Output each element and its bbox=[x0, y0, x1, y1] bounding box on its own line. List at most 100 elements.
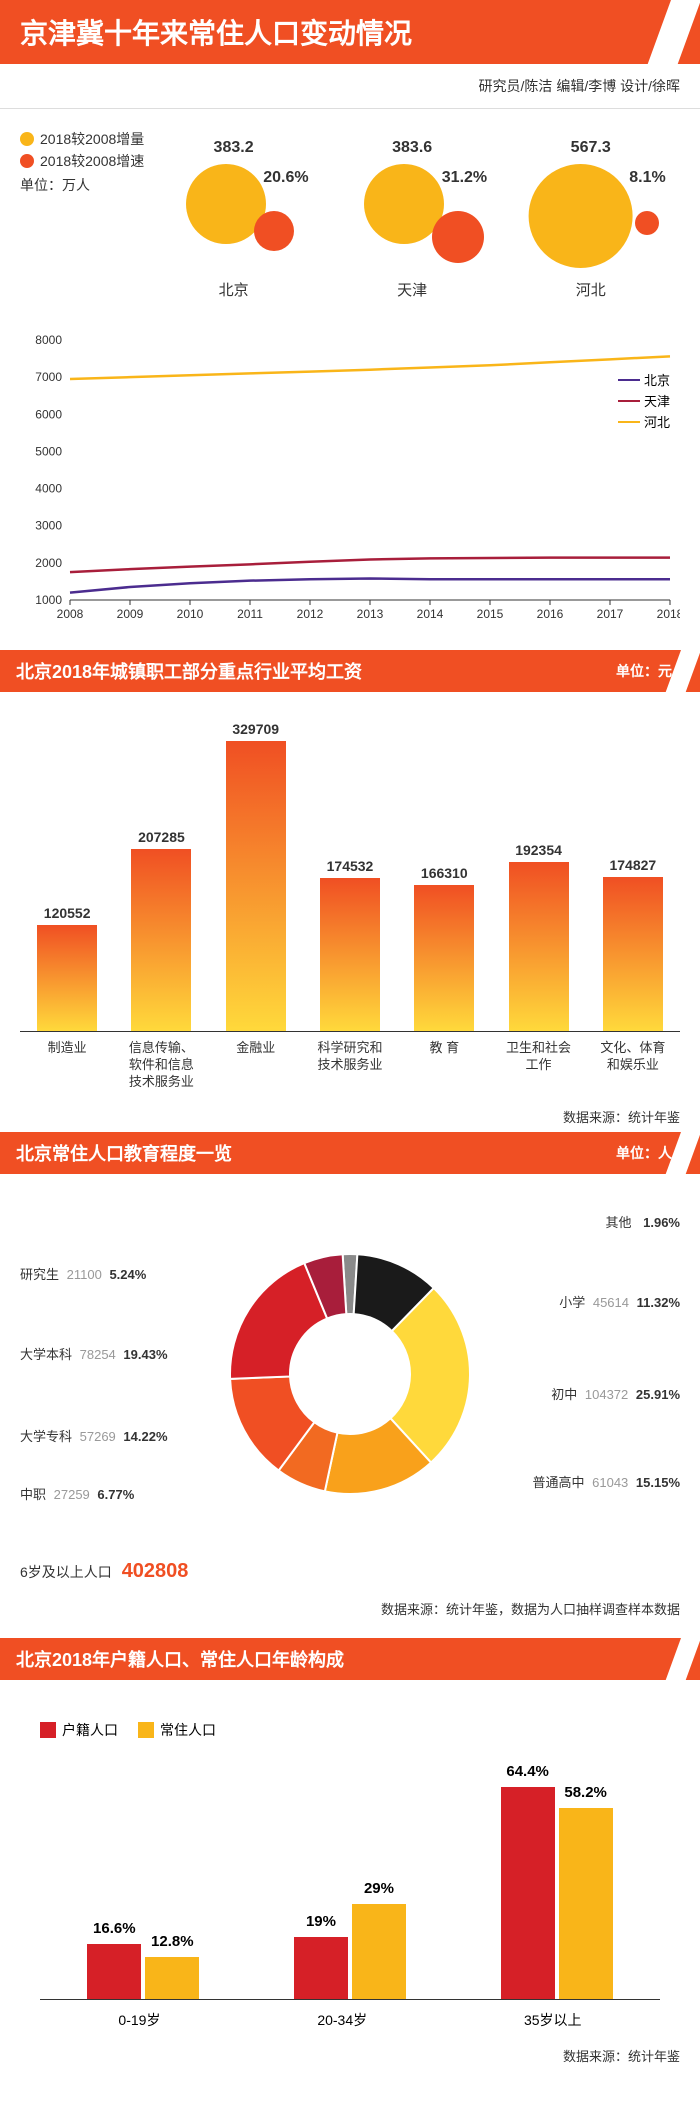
infographic: 京津冀十年来常住人口变动情况 研究员/陈洁 编辑/李博 设计/徐晖 2018较2… bbox=[0, 0, 700, 2105]
slice-name: 大学专科 bbox=[20, 1429, 72, 1444]
age-bar-value: 64.4% bbox=[506, 1763, 549, 1780]
salary-bar: 207285 bbox=[127, 829, 195, 1031]
salary-bar-value: 120552 bbox=[33, 905, 101, 921]
age-bar: 12.8% bbox=[145, 1957, 199, 1999]
salary-bar-label: 教 育 bbox=[410, 1040, 478, 1091]
bubble-value: 567.3 bbox=[571, 139, 611, 157]
salary-bar-label: 卫生和社会工作 bbox=[505, 1040, 573, 1091]
svg-text:1000: 1000 bbox=[35, 593, 62, 607]
salary-bar-value: 329709 bbox=[222, 721, 290, 737]
slice-pct: 15.15% bbox=[636, 1475, 680, 1490]
education-unit: 单位：人 bbox=[616, 1143, 672, 1163]
line-chart: 1000200030004000500060007000800020082009… bbox=[20, 330, 680, 630]
salary-bar-label: 科学研究和技术服务业 bbox=[316, 1040, 384, 1091]
line-legend-item: 天津 bbox=[618, 391, 670, 410]
salary-bar: 192354 bbox=[505, 842, 573, 1031]
education-source: 数据来源：统计年鉴，数据为人口抽样调查样本数据 bbox=[20, 1599, 680, 1618]
bubble-name: 天津 bbox=[332, 279, 492, 300]
svg-text:5000: 5000 bbox=[35, 444, 62, 458]
age-bar-value: 58.2% bbox=[564, 1784, 607, 1801]
salary-bar-value: 192354 bbox=[505, 842, 573, 858]
age-group-label: 35岁以上 bbox=[524, 2010, 582, 2030]
svg-text:3000: 3000 bbox=[35, 519, 62, 533]
age-bar: 29% bbox=[352, 1904, 406, 1999]
salary-bar-label: 金融业 bbox=[222, 1040, 290, 1091]
salary-bar-value: 174532 bbox=[316, 858, 384, 874]
age-group-label: 20-34岁 bbox=[317, 2010, 367, 2030]
section-header-age: 北京2018年户籍人口、常住人口年龄构成 bbox=[0, 1638, 700, 1680]
salary-bar: 329709 bbox=[222, 721, 290, 1031]
bubble-name: 河北 bbox=[511, 279, 671, 300]
slice-name: 大学本科 bbox=[20, 1347, 72, 1362]
slice-pct: 6.77% bbox=[97, 1487, 134, 1502]
age-bar: 16.6% bbox=[87, 1944, 141, 1999]
salary-bar-value: 207285 bbox=[127, 829, 195, 845]
main-title: 京津冀十年来常住人口变动情况 bbox=[0, 0, 700, 64]
legend-big-label: 2018较2008增量 bbox=[40, 129, 144, 149]
age-legend-item: 户籍人口 bbox=[40, 1720, 118, 1740]
legend-small-label: 2018较2008增速 bbox=[40, 151, 144, 171]
svg-text:2000: 2000 bbox=[35, 556, 62, 570]
slice-value: 57269 bbox=[80, 1429, 116, 1444]
age-legend: 户籍人口常住人口 bbox=[40, 1720, 680, 1740]
age-bar-value: 29% bbox=[364, 1880, 394, 1897]
donut-label: 小学 45614 11.32% bbox=[559, 1292, 680, 1311]
age-title: 北京2018年户籍人口、常住人口年龄构成 bbox=[16, 1646, 344, 1672]
svg-text:2014: 2014 bbox=[417, 607, 444, 621]
section-education: 其他 1.96% 小学 45614 11.32% 初中 104372 25.91… bbox=[0, 1174, 700, 1638]
salary-title: 北京2018年城镇职工部分重点行业平均工资 bbox=[16, 658, 362, 684]
bubble-legend: 2018较2008增量 2018较2008增速 单位：万人 bbox=[20, 129, 144, 300]
age-bar-value: 16.6% bbox=[93, 1920, 136, 1937]
salary-bar-value: 166310 bbox=[410, 865, 478, 881]
svg-text:4000: 4000 bbox=[35, 482, 62, 496]
slice-pct: 1.96% bbox=[643, 1215, 680, 1230]
donut-label: 初中 104372 25.91% bbox=[551, 1384, 680, 1403]
legend-dot-small bbox=[20, 154, 34, 168]
bubble-unit: 单位：万人 bbox=[20, 175, 144, 195]
donut-label: 其他 1.96% bbox=[605, 1212, 680, 1231]
slice-name: 其他 bbox=[605, 1215, 631, 1230]
salary-bar-label: 文化、体育和娱乐业 bbox=[599, 1040, 667, 1091]
age-bar: 19% bbox=[294, 1937, 348, 1999]
salary-bar-label: 制造业 bbox=[33, 1040, 101, 1091]
slice-name: 小学 bbox=[559, 1295, 585, 1310]
svg-text:2011: 2011 bbox=[237, 607, 263, 621]
svg-text:2013: 2013 bbox=[357, 607, 384, 621]
slice-value: 45614 bbox=[593, 1295, 629, 1310]
legend-dot-big bbox=[20, 132, 34, 146]
svg-text:2009: 2009 bbox=[117, 607, 144, 621]
bubble-big-circle bbox=[528, 164, 632, 268]
salary-bar: 174532 bbox=[316, 858, 384, 1031]
salary-unit: 单位：元 bbox=[616, 661, 672, 681]
slice-name: 普通高中 bbox=[532, 1475, 584, 1490]
slice-pct: 5.24% bbox=[109, 1267, 146, 1282]
slice-pct: 19.43% bbox=[123, 1347, 167, 1362]
bubble-small-circle bbox=[254, 211, 294, 251]
bubble-pct: 31.2% bbox=[442, 169, 487, 187]
section-header-salary: 北京2018年城镇职工部分重点行业平均工资 单位：元 bbox=[0, 650, 700, 692]
svg-text:2008: 2008 bbox=[57, 607, 84, 621]
donut-label: 大学本科 78254 19.43% bbox=[20, 1344, 168, 1363]
salary-bar: 120552 bbox=[33, 905, 101, 1031]
section-population: 2018较2008增量 2018较2008增速 单位：万人 383.2 20.6… bbox=[0, 109, 700, 650]
donut-label: 大学专科 57269 14.22% bbox=[20, 1426, 168, 1445]
slice-pct: 25.91% bbox=[636, 1387, 680, 1402]
age-bar: 64.4% bbox=[501, 1787, 555, 1999]
education-title: 北京常住人口教育程度一览 bbox=[16, 1140, 232, 1166]
bubble-name: 北京 bbox=[154, 279, 314, 300]
section-age: 户籍人口常住人口 16.6% 12.8% 19% 29% 64.4% bbox=[0, 1680, 700, 2105]
donut-chart: 其他 1.96% 小学 45614 11.32% 初中 104372 25.91… bbox=[20, 1194, 680, 1554]
svg-text:2016: 2016 bbox=[537, 607, 564, 621]
section-salary: 120552 207285 329709 174532 166310 19235… bbox=[0, 692, 700, 1132]
age-labels: 0-19岁 20-34岁 35岁以上 bbox=[40, 2010, 660, 2030]
slice-name: 中职 bbox=[20, 1487, 46, 1502]
slice-value: 27259 bbox=[54, 1487, 90, 1502]
age-group: 16.6% 12.8% bbox=[87, 1944, 199, 1999]
age-group: 19% 29% bbox=[294, 1904, 406, 1999]
donut-label: 中职 27259 6.77% bbox=[20, 1484, 134, 1503]
bubble-small-circle bbox=[635, 211, 659, 235]
bubble-pct: 20.6% bbox=[263, 169, 308, 187]
salary-bar: 174827 bbox=[599, 857, 667, 1031]
age-group-label: 0-19岁 bbox=[118, 2010, 160, 2030]
age-bar: 58.2% bbox=[559, 1808, 613, 1999]
